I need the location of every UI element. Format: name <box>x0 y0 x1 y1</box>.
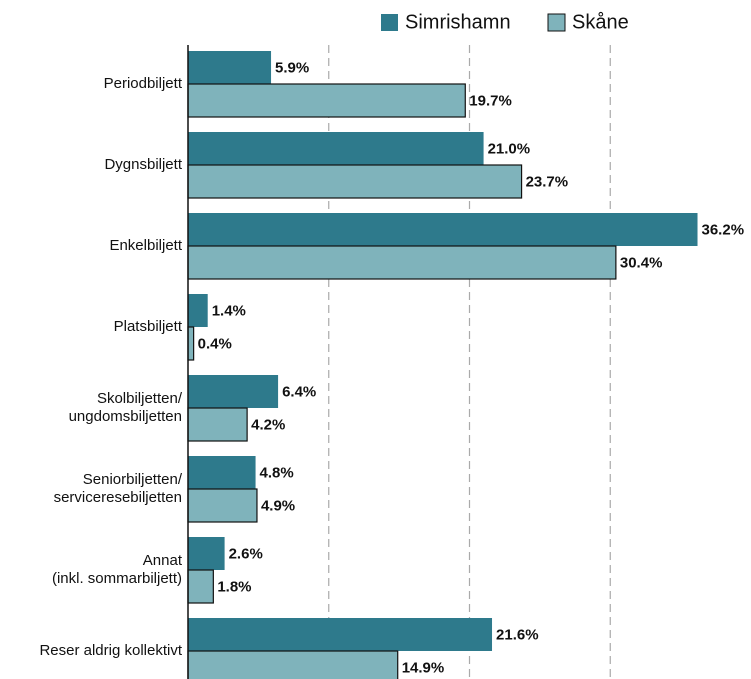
value-label: 5.9% <box>275 59 309 76</box>
bar <box>188 294 208 327</box>
value-label: 4.8% <box>260 464 294 481</box>
legend-swatch <box>381 14 398 31</box>
bar <box>188 618 493 651</box>
bar <box>188 375 279 408</box>
bar <box>188 132 484 165</box>
value-label: 21.6% <box>496 626 539 643</box>
y-tick-label: Skolbiljetten/ungdomsbiljetten <box>69 390 183 425</box>
value-label: 1.4% <box>212 302 246 319</box>
value-label: 1.8% <box>217 578 251 595</box>
y-tick-label: Seniorbiljetten/serviceresebiljetten <box>54 471 183 506</box>
y-tick-label: Reser aldrig kollektivt <box>39 642 182 659</box>
bar <box>187 650 399 679</box>
bar <box>188 51 272 84</box>
value-label: 36.2% <box>702 221 745 238</box>
value-label: 4.9% <box>261 497 295 514</box>
y-tick-label: Platsbiljett <box>114 318 183 335</box>
bar <box>187 245 617 280</box>
value-label: 6.4% <box>282 383 316 400</box>
y-tick-label: Dygnsbiljett <box>104 156 182 173</box>
y-tick-label: Enkelbiljett <box>109 237 182 254</box>
bar <box>187 488 258 523</box>
bar <box>187 407 248 442</box>
value-label: 30.4% <box>620 254 663 271</box>
y-tick-label: Periodbiljett <box>104 75 183 92</box>
bar <box>188 213 698 246</box>
bar <box>188 537 225 570</box>
value-label: 23.7% <box>526 173 569 190</box>
value-label: 4.2% <box>251 416 285 433</box>
value-label: 14.9% <box>402 659 445 676</box>
value-label: 19.7% <box>469 92 512 109</box>
value-label: 2.6% <box>229 545 263 562</box>
legend-label: Skåne <box>572 11 629 33</box>
y-tick-label: Annat (inkl. sommarbiljett) <box>52 552 183 587</box>
bar <box>187 164 523 199</box>
value-label: 21.0% <box>488 140 531 157</box>
bar <box>187 569 214 604</box>
legend-swatch <box>547 13 566 32</box>
bar <box>187 326 195 361</box>
value-label: 0.4% <box>198 335 232 352</box>
bar <box>187 83 466 118</box>
bar <box>188 456 256 489</box>
legend-label: Simrishamn <box>405 11 511 33</box>
